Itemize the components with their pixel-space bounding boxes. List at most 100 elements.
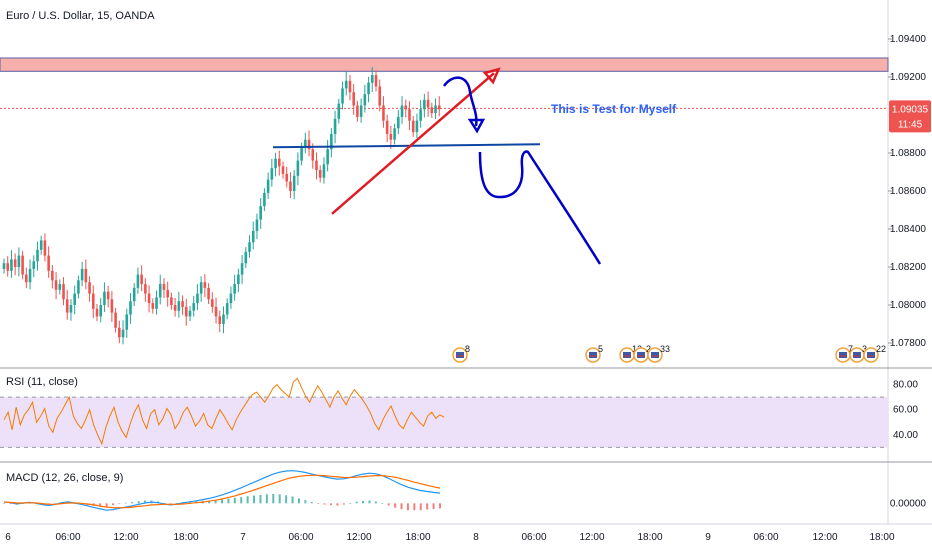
event-marker[interactable]: 33: [647, 344, 670, 363]
macd-histogram-bar: [221, 499, 223, 504]
candle-body: [277, 158, 281, 167]
macd-histogram-bar: [144, 500, 147, 504]
candle-body: [155, 297, 158, 309]
macd-histogram-bar: [240, 497, 243, 504]
candle-body: [330, 134, 333, 150]
annotation-text[interactable]: This is Test for Myself: [551, 102, 677, 116]
macd-histogram-bar: [265, 494, 268, 504]
candle-body: [404, 105, 408, 110]
macd-histogram-bar: [28, 503, 31, 504]
candle-body: [32, 261, 36, 269]
candle-body: [437, 105, 441, 110]
rsi-tick-label: 60.00: [893, 405, 918, 416]
rsi-label[interactable]: RSI (11, close): [6, 376, 78, 388]
macd-histogram-bar: [188, 501, 191, 504]
time-tick-label: 9: [705, 532, 711, 543]
macd-histogram-bar: [272, 494, 275, 504]
time-axis[interactable]: 6 06:00 12:00 18:00 7 06:00 12:00 18:00 8 06:00 12…: [5, 532, 895, 543]
candle-body: [311, 149, 315, 161]
macd-histogram-bar: [432, 503, 435, 509]
curved-arrow-drawing[interactable]: [442, 76, 478, 127]
candle-body: [233, 284, 236, 294]
time-tick-label: 18:00: [869, 532, 894, 543]
candle-body: [281, 166, 285, 174]
economic-events[interactable]: 85122337322: [452, 344, 886, 363]
macd-axis: 0.00000: [890, 498, 927, 509]
candle-body: [240, 263, 244, 275]
flag-field: [589, 352, 597, 358]
candle-body: [181, 301, 184, 307]
event-marker[interactable]: 22: [863, 344, 886, 363]
candle-body: [58, 284, 62, 290]
candle-body: [10, 259, 13, 271]
candle-body: [2, 263, 6, 269]
time-tick-label: 18:00: [637, 532, 662, 543]
candle-body: [296, 160, 300, 176]
candle-body: [370, 75, 374, 83]
candle-body: [6, 263, 10, 271]
macd-histogram-bar: [169, 503, 172, 504]
candle-body: [95, 308, 99, 317]
candle-body: [292, 175, 296, 191]
rsi-band: [0, 397, 888, 448]
candle-body: [99, 305, 103, 317]
event-marker[interactable]: 7: [835, 344, 853, 363]
macd-histogram-bar: [349, 503, 352, 504]
candle-body: [62, 284, 65, 300]
event-marker[interactable]: 5: [585, 344, 603, 363]
event-count: 8: [465, 344, 470, 354]
macd-histogram-bar: [362, 500, 365, 504]
candle-body: [326, 149, 329, 165]
chart-title: Euro / U.S. Dollar, 15, OANDA: [6, 10, 155, 22]
candle-body: [363, 94, 367, 106]
candle-body: [199, 282, 203, 294]
candle-body: [304, 139, 307, 148]
macd-histogram-bar: [54, 503, 57, 504]
candle-body: [188, 310, 192, 317]
time-tick-label: 6: [5, 532, 11, 543]
candle-body: [110, 299, 114, 313]
resistance-zone[interactable]: [0, 57, 889, 72]
candle-body: [367, 82, 370, 95]
macd-histogram-bar: [419, 503, 422, 511]
candle-body: [196, 293, 199, 304]
macd-histogram-bar: [291, 496, 294, 504]
candle-body: [77, 280, 80, 294]
candle-body: [88, 282, 91, 294]
candle-body: [408, 109, 411, 121]
macd-histogram-bar: [394, 503, 397, 508]
candle-body: [426, 99, 430, 108]
candle-body: [374, 75, 378, 87]
rsi-line: [3, 377, 445, 446]
macd-histogram-bar: [9, 503, 12, 504]
candle-body: [36, 249, 39, 262]
macd-histogram-bar: [233, 497, 236, 504]
candle-body: [13, 259, 17, 267]
event-marker[interactable]: 8: [452, 344, 470, 363]
macd-histogram-bar: [163, 503, 166, 504]
macd-label[interactable]: MACD (12, 26, close, 9): [6, 472, 123, 484]
rsi-tick-label: 80.00: [893, 380, 918, 391]
price-axis[interactable]: 1.09400 1.09200 1.08800 1.08600 1.08400 1.082…: [888, 34, 926, 349]
forecast-drawing[interactable]: [478, 150, 602, 265]
horizontal-level-line[interactable]: [272, 143, 541, 149]
candle-body: [318, 170, 322, 178]
candle-body: [337, 103, 341, 119]
candle-body: [385, 120, 389, 134]
candle-body: [415, 120, 419, 133]
time-tick-label: 18:00: [405, 532, 430, 543]
macd-histogram-bar: [304, 500, 307, 504]
time-tick-label: 06:00: [521, 532, 546, 543]
macd-histogram-bar: [73, 503, 76, 504]
price-tick-label: 1.08200: [890, 262, 927, 273]
macd-histogram-bar: [330, 503, 332, 506]
candle-body: [25, 274, 28, 283]
macd-histogram-bar: [406, 503, 409, 511]
candle-body: [259, 206, 262, 220]
time-tick-label: 12:00: [346, 532, 371, 543]
candle-body: [289, 181, 292, 191]
candle-body: [162, 284, 166, 290]
trendline-arrow[interactable]: [331, 67, 501, 215]
candle-body: [21, 255, 24, 275]
